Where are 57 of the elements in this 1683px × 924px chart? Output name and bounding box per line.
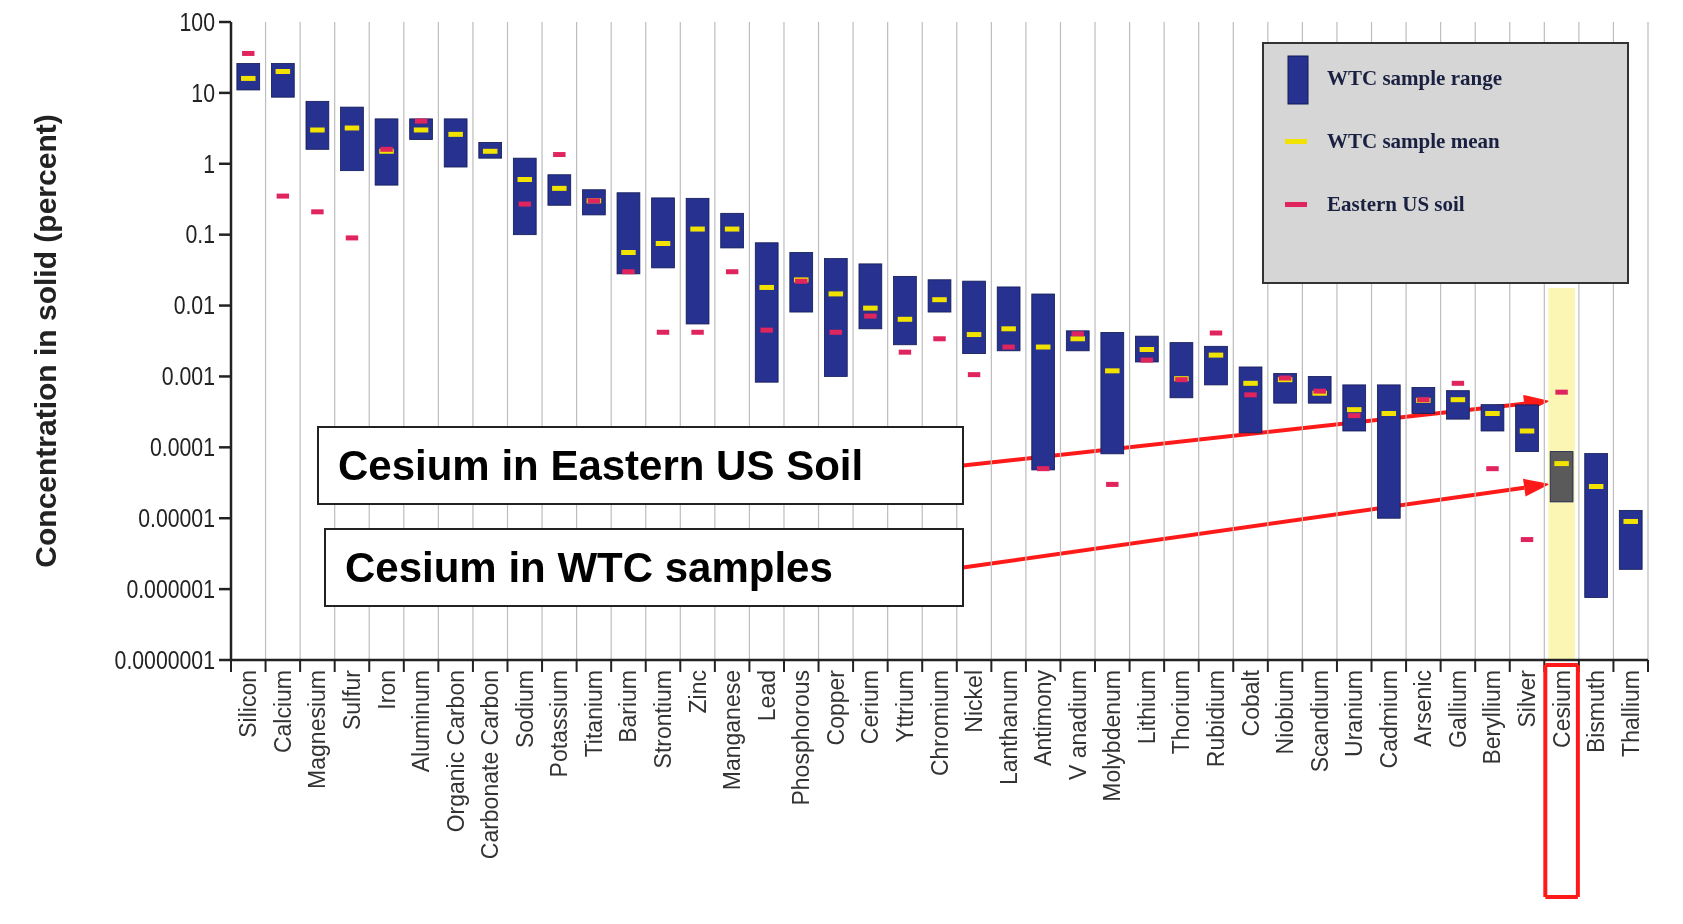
x-tick-label: Titanium [580,670,607,758]
x-tick-label: Arsenic [1410,670,1437,747]
x-tick-label: Cobalt [1237,669,1264,737]
x-tick-label: Silicon [235,670,262,738]
x-tick-label: Uranium [1341,670,1368,757]
x-tick-label: Bismuth [1583,670,1610,754]
x-tick-label: Silver [1514,669,1541,728]
annotation: Cesium in Eastern US Soil [338,442,864,490]
x-tick-label: Strontium [650,670,677,769]
y-tick-label: 0.0001 [150,433,215,462]
x-tick-label: Scandium [1306,670,1333,773]
x-tick-label: Magnesium [304,670,331,789]
x-tick-label: Copper [822,669,849,746]
x-tick-label: Thallium [1617,670,1644,757]
x-tick-label: Cesium [1548,670,1575,748]
x-tick-label: Gallium [1444,670,1471,748]
y-tick-label: 0.000001 [126,575,215,604]
x-tick-label: Thorium [1168,670,1195,755]
y-tick-label: 100 [179,8,215,37]
x-tick-label: Molybdenum [1099,670,1126,802]
annotation: Cesium in WTC samples [345,544,833,592]
x-tick-label: Organic Carbon [442,670,469,833]
x-tick-label: Sodium [511,670,538,748]
x-tick-label: Beryllium [1479,670,1506,765]
x-tick-label: Antimony [1030,669,1057,766]
x-tick-label: Phosphorous [788,670,815,806]
x-tick-label: Potassium [546,670,573,778]
y-tick-label: 0.0000001 [114,646,215,675]
y-tick-label: 0.1 [185,220,215,249]
y-tick-label: 10 [191,79,215,108]
x-tick-label: Cerium [857,670,884,745]
y-tick-label: 1 [203,149,215,178]
x-tick-label: Chromium [926,670,953,777]
x-tick-label: Yttrium [891,670,918,743]
x-tick-label: Aluminum [408,670,435,773]
x-tick-label: Niobium [1272,670,1299,755]
y-tick-label: 0.01 [173,291,215,320]
legend-label: WTC sample mean [1327,129,1500,154]
x-tick-label: Carbonate Carbon [477,670,504,860]
x-tick-label: Sulfur [338,669,365,731]
x-tick-label: Manganese [719,670,746,791]
x-tick-label: Calcium [269,670,296,754]
x-tick-label: Barium [615,670,642,743]
legend-label: Eastern US soil [1327,192,1465,217]
x-tick-label: Nickel [961,670,988,733]
x-tick-label: Iron [373,670,400,710]
x-tick-label: V anadium [1064,670,1091,780]
x-tick-label: Lithium [1133,670,1160,745]
legend-label: WTC sample range [1327,66,1502,91]
x-tick-label: Zinc [684,670,711,714]
y-tick-label: 0.00001 [138,504,215,533]
x-tick-label: Rubidium [1202,670,1229,768]
y-tick-label: 0.001 [161,362,215,391]
x-tick-label: Lanthanum [995,670,1022,786]
y-axis-title: Concentration in solid (percent) [29,114,62,568]
x-tick-label: Lead [753,670,780,722]
x-tick-label: Cadmium [1375,670,1402,769]
